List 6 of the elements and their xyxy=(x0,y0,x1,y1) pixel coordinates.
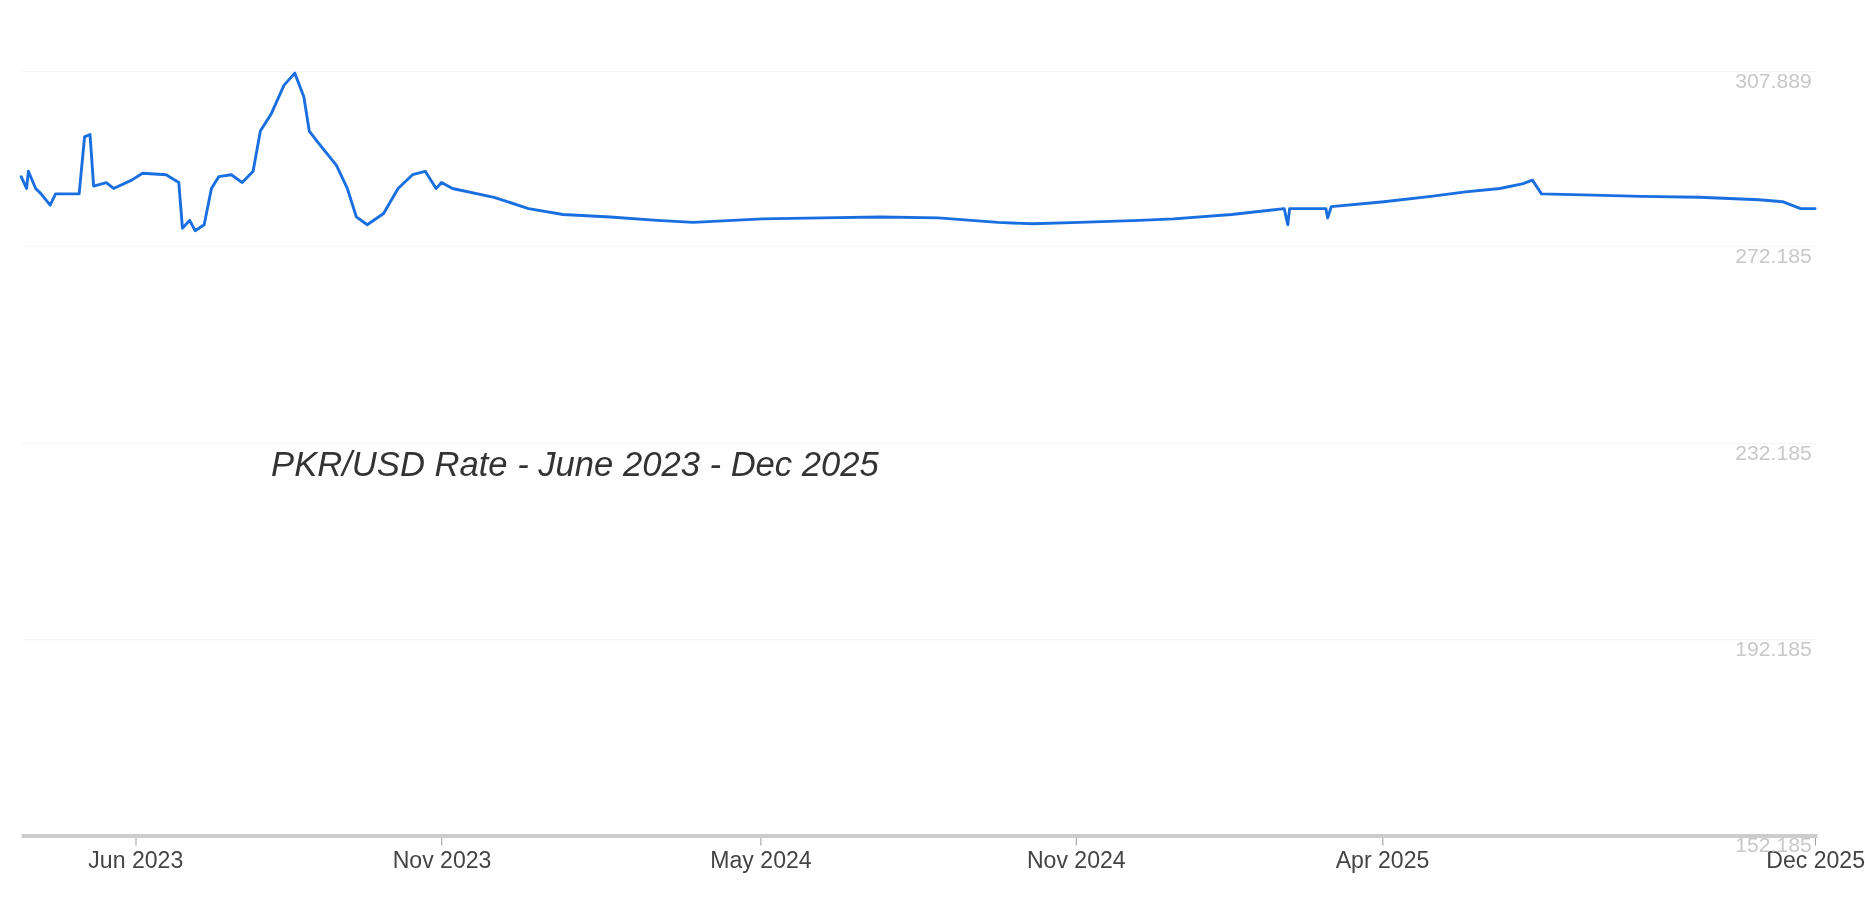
x-tick-label: May 2024 xyxy=(710,846,812,873)
x-tick-label: Nov 2023 xyxy=(392,846,492,873)
x-tick-label: Jun 2023 xyxy=(88,846,184,873)
x-tick-label: Nov 2024 xyxy=(1026,846,1126,873)
annotation: PKR/USD Rate - June 2023 - Dec 2025 xyxy=(271,444,880,483)
x-tick-label: Apr 2025 xyxy=(1335,846,1430,873)
